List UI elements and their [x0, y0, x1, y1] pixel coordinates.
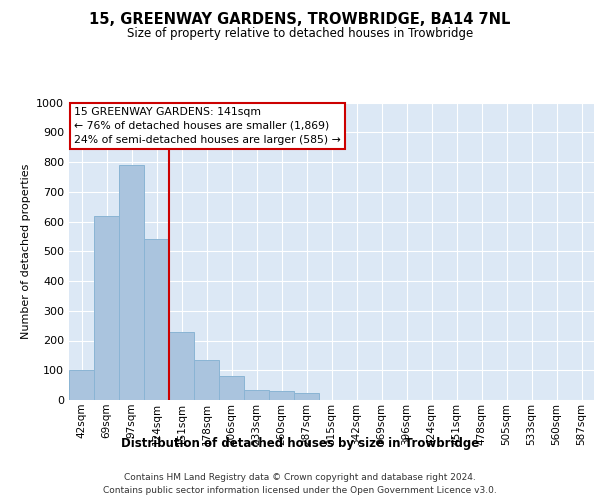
Y-axis label: Number of detached properties: Number of detached properties: [20, 164, 31, 339]
Bar: [219, 376, 244, 400]
Bar: [194, 360, 219, 400]
Bar: [269, 391, 294, 400]
Bar: [94, 216, 119, 400]
Text: Contains public sector information licensed under the Open Government Licence v3: Contains public sector information licen…: [103, 486, 497, 495]
Text: Distribution of detached houses by size in Trowbridge: Distribution of detached houses by size …: [121, 438, 479, 450]
Text: 15, GREENWAY GARDENS, TROWBRIDGE, BA14 7NL: 15, GREENWAY GARDENS, TROWBRIDGE, BA14 7…: [89, 12, 511, 28]
Text: Size of property relative to detached houses in Trowbridge: Size of property relative to detached ho…: [127, 28, 473, 40]
Bar: [169, 332, 194, 400]
Text: 15 GREENWAY GARDENS: 141sqm
← 76% of detached houses are smaller (1,869)
24% of : 15 GREENWAY GARDENS: 141sqm ← 76% of det…: [74, 107, 341, 145]
Bar: [119, 165, 144, 400]
Bar: [294, 392, 319, 400]
Bar: [69, 370, 94, 400]
Text: Contains HM Land Registry data © Crown copyright and database right 2024.: Contains HM Land Registry data © Crown c…: [124, 472, 476, 482]
Bar: [244, 390, 269, 400]
Bar: [144, 240, 169, 400]
